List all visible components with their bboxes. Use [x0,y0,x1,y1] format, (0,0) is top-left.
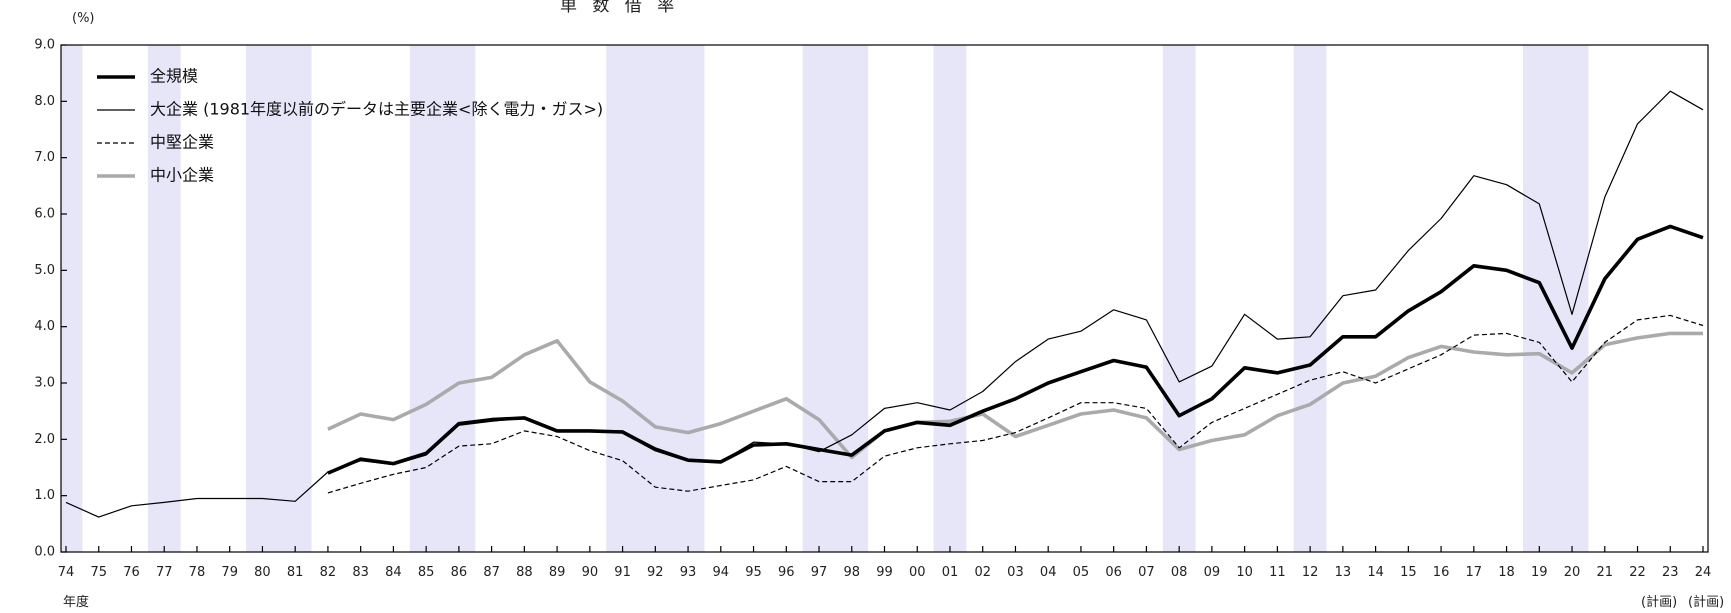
x-tick-label: 08 [1171,565,1188,580]
y-tick-label: 0.0 [34,545,55,560]
x-tick-label: 06 [1105,565,1122,580]
recession-band-2 [246,45,312,552]
x-tick-label: 96 [778,565,795,580]
recession-band-0 [61,45,83,552]
x-tick-label: 23 [1662,565,1679,580]
x-tick-label: 83 [352,565,369,580]
x-tick-label: 00 [909,565,926,580]
series-line-3-segment-0 [327,331,1703,460]
y-tick-label: 7.0 [34,150,55,165]
legend-label-3: 中小企業 [150,166,214,185]
recession-band-7 [1162,45,1196,552]
x-tick-label: 97 [811,565,828,580]
x-tick-label: 75 [90,565,107,580]
x-tick-label: 77 [156,565,173,580]
x-tick-label: 95 [745,565,762,580]
series-line-2-segment-0 [327,314,1704,494]
x-tick-label: 18 [1498,565,1515,580]
plan-label-24: (計画) [1688,594,1724,610]
x-tick-label: 10 [1236,565,1253,580]
x-tick-label: 19 [1531,565,1548,580]
recession-band-4 [606,45,705,552]
recession-band-6 [933,45,967,552]
y-tick-label: 5.0 [34,263,55,278]
x-tick-label: 22 [1629,565,1646,580]
x-tick-label: 12 [1302,565,1319,580]
x-tick-label: 94 [713,565,730,580]
y-tick-label: 4.0 [34,319,55,334]
recession-band-5 [802,45,869,552]
x-tick-label: 90 [582,565,599,580]
x-tick-label: 16 [1433,565,1450,580]
x-tick-label: 84 [385,565,402,580]
recession-band-9 [1522,45,1589,552]
x-tick-label: 04 [1040,565,1057,580]
x-tick-label: 91 [614,565,631,580]
recession-bands [61,45,1589,552]
x-tick-label: 17 [1466,565,1483,580]
x-tick-label: 24 [1695,565,1712,580]
series-line-0-segment-0 [327,224,1704,475]
recession-band-3 [409,45,476,552]
x-tick-label: 87 [483,565,500,580]
y-tick-label: 3.0 [34,376,55,391]
x-tick-label: 93 [680,565,697,580]
chart-title: 単 数 借 率 [560,0,679,16]
x-axis-label: 年度 [63,594,89,610]
x-tick-label: 76 [123,565,140,580]
x-tick-label: 82 [320,565,337,580]
x-tick-label: 07 [1138,565,1155,580]
series-lines [65,90,1704,518]
x-tick-label: 21 [1597,565,1614,580]
x-tick-label: 99 [876,565,893,580]
y-tick-label: 6.0 [34,207,55,222]
recession-band-8 [1293,45,1327,552]
x-tick-label: 09 [1204,565,1221,580]
x-tick-label: 98 [843,565,860,580]
x-tick-label: 92 [647,565,664,580]
legend-label-0: 全規模 [150,67,198,86]
legend-label-1: 大企業 (1981年度以前のデータは主要企業<除く電力・ガス>) [150,100,603,119]
x-tick-label: 14 [1367,565,1384,580]
x-tick-label: 13 [1335,565,1352,580]
y-tick-label: 1.0 [34,488,55,503]
x-tick-label: 02 [974,565,991,580]
y-tick-label: 2.0 [34,432,55,447]
x-tick-label: 74 [58,565,75,580]
x-tick-label: 20 [1564,565,1581,580]
x-tick-label: 05 [1073,565,1090,580]
x-tick-label: 88 [516,565,533,580]
y-tick-label: 9.0 [34,38,55,53]
x-tick-label: 78 [189,565,206,580]
y-tick-label: 8.0 [34,94,55,109]
plot-frame [60,44,1709,553]
legend-label-2: 中堅企業 [150,133,214,152]
x-tick-label: 15 [1400,565,1417,580]
x-tick-label: 80 [254,565,271,580]
x-tick-label: 03 [1007,565,1024,580]
x-tick-label: 11 [1269,565,1286,580]
plan-label-23: (計画) [1641,594,1677,610]
x-tick-label: 81 [287,565,304,580]
recession-band-1 [147,45,181,552]
y-axis: 0.0 1.0 2.0 3.0 4.0 5.0 6.0 7.0 8.0 9.0 [34,38,67,560]
x-tick-label: 86 [451,565,468,580]
x-tick-label: 01 [942,565,959,580]
x-tick-label: 89 [549,565,566,580]
x-axis: 74 75 76 77 78 79 80 81 82 83 84 85 86 87 88 89 90 91 92 93… [58,546,1712,580]
y-unit-label: (%) [72,11,95,26]
x-tick-label: 85 [418,565,435,580]
x-tick-label: 79 [221,565,238,580]
